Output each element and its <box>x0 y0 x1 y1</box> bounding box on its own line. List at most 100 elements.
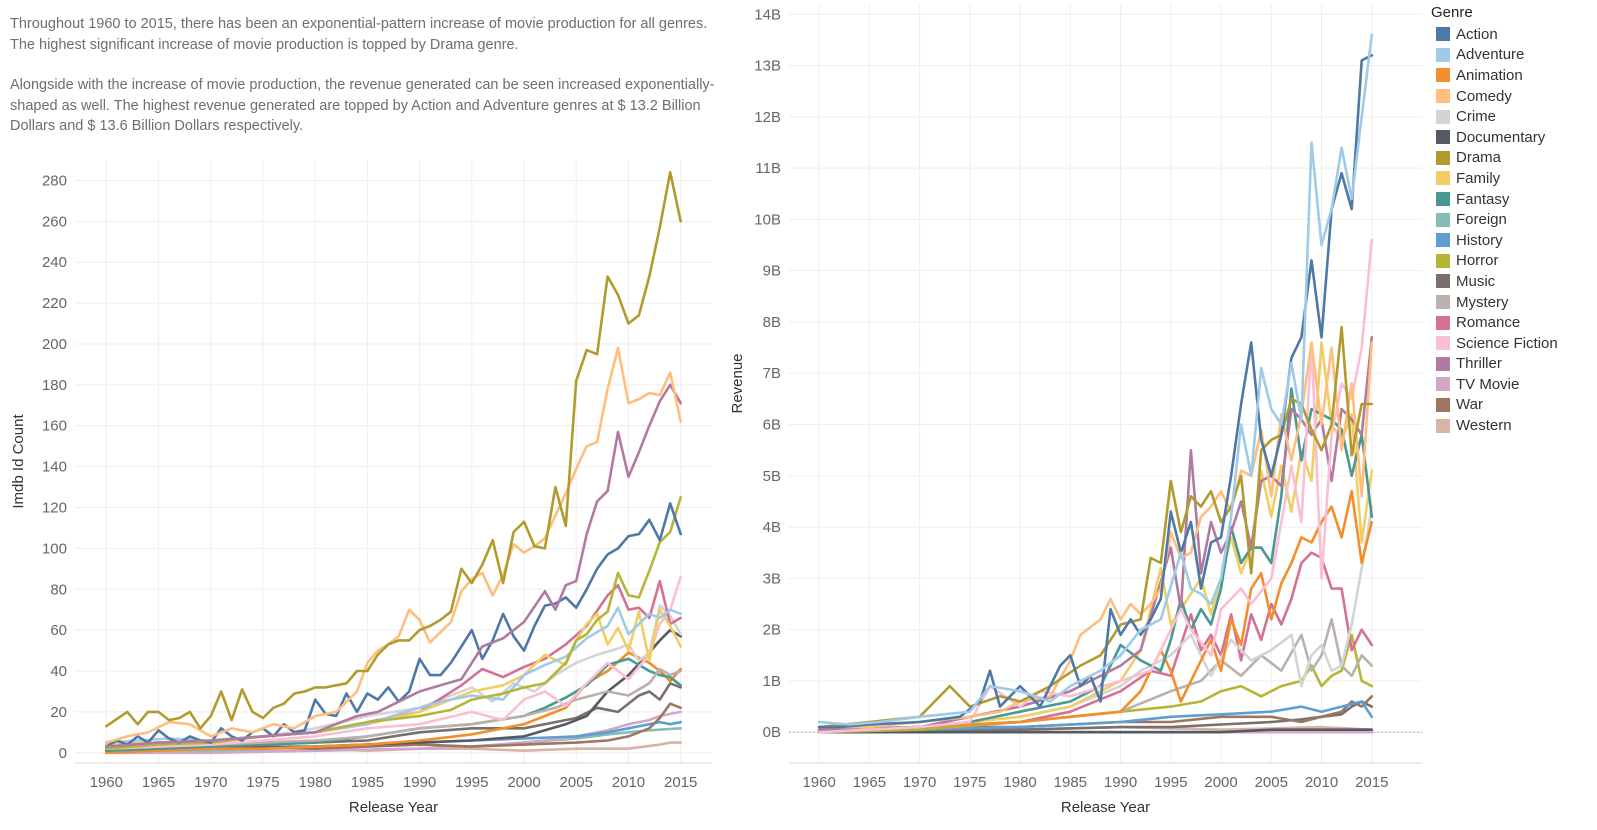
legend-item[interactable]: Western <box>1428 415 1596 436</box>
legend-swatch <box>1436 418 1450 433</box>
legend-label: Music <box>1456 272 1496 290</box>
y-tick-label: 5B <box>763 468 781 485</box>
x-tick-label: 1970 <box>194 774 227 791</box>
legend-label: Thriller <box>1456 355 1502 373</box>
legend-swatch <box>1436 68 1450 83</box>
y-tick-label: 100 <box>42 540 67 557</box>
y-tick-label: 1B <box>763 673 781 690</box>
legend-label: Adventure <box>1456 46 1525 64</box>
series-line-drama[interactable] <box>817 325 1374 729</box>
legend-label: Science Fiction <box>1456 334 1558 352</box>
x-tick-label: 1980 <box>298 774 331 791</box>
series-line-thriller[interactable] <box>105 383 682 748</box>
legend-item[interactable]: Comedy <box>1428 86 1596 107</box>
x-tick-label: 2010 <box>612 774 645 791</box>
legend-label: History <box>1456 231 1503 249</box>
legend-item[interactable]: Romance <box>1428 312 1596 333</box>
legend-swatch <box>1436 47 1450 62</box>
legend-label: Western <box>1456 417 1512 435</box>
legend-label: Family <box>1456 169 1501 187</box>
legend-item[interactable]: Adventure <box>1428 45 1596 66</box>
legend-swatch <box>1436 253 1450 268</box>
y-tick-label: 160 <box>42 418 67 435</box>
y-tick-label: 3B <box>763 570 781 587</box>
series-line-history[interactable] <box>817 700 1374 731</box>
x-tick-label: 2010 <box>1305 774 1338 791</box>
genre-legend[interactable]: Genre Action Adventure Animation Comedy Crim… <box>1428 4 1596 436</box>
x-tick-label: 2005 <box>1255 774 1288 791</box>
series-lines <box>817 33 1374 734</box>
legend-label: Foreign <box>1456 211 1507 229</box>
x-tick-label: 1970 <box>903 774 936 791</box>
x-tick-label: 2015 <box>664 774 697 791</box>
series-line-action[interactable] <box>817 54 1374 729</box>
legend-swatch <box>1436 27 1450 42</box>
legend-label: Action <box>1456 25 1498 43</box>
legend-item[interactable]: Documentary <box>1428 127 1596 148</box>
legend-items: Action Adventure Animation Comedy Crime Docum… <box>1428 24 1596 436</box>
legend-swatch <box>1436 171 1450 186</box>
x-tick-label: 2000 <box>507 774 540 791</box>
legend-item[interactable]: Crime <box>1428 106 1596 127</box>
y-tick-label: 180 <box>42 377 67 394</box>
legend-item[interactable]: Action <box>1428 24 1596 45</box>
y-tick-label: 0 <box>59 745 67 762</box>
x-tick-label: 1960 <box>90 774 123 791</box>
series-line-music[interactable] <box>817 700 1374 733</box>
legend-item[interactable]: Drama <box>1428 148 1596 169</box>
series-line-adventure[interactable] <box>817 33 1374 726</box>
x-tick-label: 1985 <box>351 774 384 791</box>
series-line-comedy[interactable] <box>817 341 1374 729</box>
series-line-animation[interactable] <box>105 651 682 755</box>
series-line-family[interactable] <box>817 341 1374 731</box>
legend-item[interactable]: Horror <box>1428 251 1596 272</box>
series-line-thriller[interactable] <box>817 336 1374 731</box>
x-axis-title: Release Year <box>349 799 438 816</box>
legend-swatch <box>1436 295 1450 310</box>
series-line-animation[interactable] <box>817 489 1374 731</box>
legend-label: War <box>1456 396 1483 414</box>
series-line-science-fiction[interactable] <box>817 238 1374 734</box>
legend-item[interactable]: Mystery <box>1428 292 1596 313</box>
y-tick-label: 7B <box>763 365 781 382</box>
y-tick-label: 14B <box>754 6 781 23</box>
legend-label: Fantasy <box>1456 190 1510 208</box>
legend-swatch <box>1436 377 1450 392</box>
y-tick-label: 40 <box>50 663 67 680</box>
series-line-drama[interactable] <box>105 171 682 730</box>
series-line-crime[interactable] <box>817 505 1374 731</box>
legend-item[interactable]: TV Movie <box>1428 374 1596 395</box>
y-tick-label: 200 <box>42 336 67 353</box>
x-tick-label: 1995 <box>1154 774 1187 791</box>
legend-label: Crime <box>1456 108 1496 126</box>
series-line-romance[interactable] <box>817 551 1374 731</box>
y-tick-label: 260 <box>42 213 67 230</box>
legend-label: Horror <box>1456 252 1499 270</box>
legend-swatch <box>1436 356 1450 371</box>
legend-item[interactable]: History <box>1428 230 1596 251</box>
legend-swatch <box>1436 274 1450 289</box>
legend-label: TV Movie <box>1456 375 1520 393</box>
legend-item[interactable]: Thriller <box>1428 354 1596 375</box>
series-line-mystery[interactable] <box>105 667 682 750</box>
legend-item[interactable]: Foreign <box>1428 209 1596 230</box>
y-tick-label: 10B <box>754 211 781 228</box>
series-line-comedy[interactable] <box>105 346 682 744</box>
legend-item[interactable]: War <box>1428 395 1596 416</box>
legend-swatch <box>1436 150 1450 165</box>
legend-item[interactable]: Fantasy <box>1428 189 1596 210</box>
legend-item[interactable]: Science Fiction <box>1428 333 1596 354</box>
legend-item[interactable]: Music <box>1428 271 1596 292</box>
legend-swatch <box>1436 233 1450 248</box>
series-line-fantasy[interactable] <box>105 657 682 752</box>
legend-label: Mystery <box>1456 293 1509 311</box>
series-line-science-fiction[interactable] <box>105 575 682 750</box>
y-tick-label: 120 <box>42 499 67 516</box>
y-axis-title: Imdb Id Count <box>10 414 27 509</box>
legend-item[interactable]: Family <box>1428 168 1596 189</box>
series-line-documentary[interactable] <box>817 728 1374 734</box>
y-tick-label: 20 <box>50 704 67 721</box>
imdb-count-line-chart: 1960 1965 1970 1975 1980 1985 1990 1995 2000 2005… <box>10 160 712 816</box>
revenue-line-chart: 1960 1965 1970 1975 1980 1985 1990 1995 2000 2005… <box>729 4 1422 816</box>
legend-item[interactable]: Animation <box>1428 65 1596 86</box>
